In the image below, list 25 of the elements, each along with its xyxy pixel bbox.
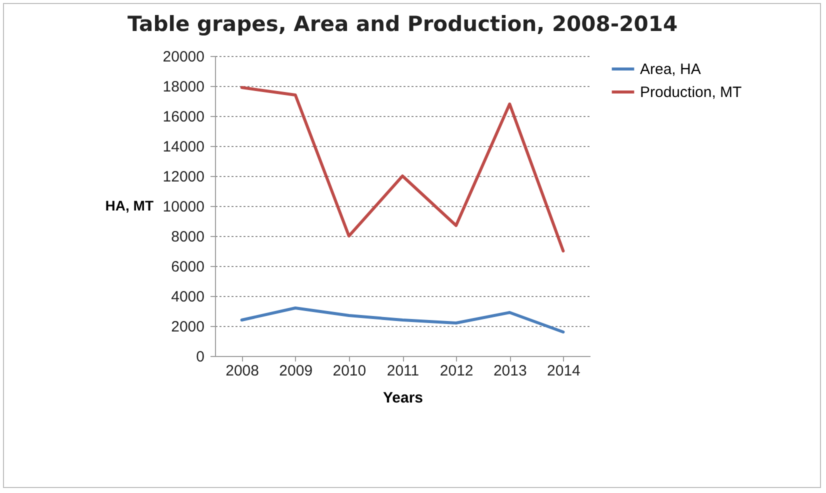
y-tick-label: 20000: [162, 48, 204, 66]
y-tick-label: 16000: [162, 108, 204, 126]
y-axis-title: HA, MT: [105, 198, 154, 214]
y-tick-label: 18000: [162, 78, 204, 96]
legend-label: Production, MT: [640, 84, 742, 101]
y-tick-label: 4000: [171, 288, 204, 306]
x-tick-label: 2014: [547, 362, 580, 380]
x-tick-label: 2012: [440, 362, 474, 380]
x-axis-title: Years: [382, 390, 424, 406]
y-tick-label: 10000: [162, 198, 204, 216]
line-series: [240, 306, 565, 334]
y-tick-label: 8000: [171, 228, 204, 246]
x-tick-label: 2011: [386, 362, 420, 380]
x-tick-label: 2008: [226, 362, 259, 380]
chart-title: Table grapes, Area and Production, 2008-2014: [127, 12, 678, 36]
y-tick-label: 12000: [162, 168, 204, 186]
x-tick-label: 2013: [493, 362, 527, 380]
y-tick-label: 14000: [162, 138, 204, 156]
y-tick-label: 2000: [171, 318, 204, 336]
legend-label: Area, HA: [640, 61, 701, 78]
x-tick-label: 2010: [332, 362, 366, 380]
y-tick-label: 6000: [171, 258, 204, 276]
x-tick-label: 2009: [279, 362, 313, 380]
y-tick-label: 0: [196, 348, 204, 366]
line-series: [240, 86, 565, 252]
